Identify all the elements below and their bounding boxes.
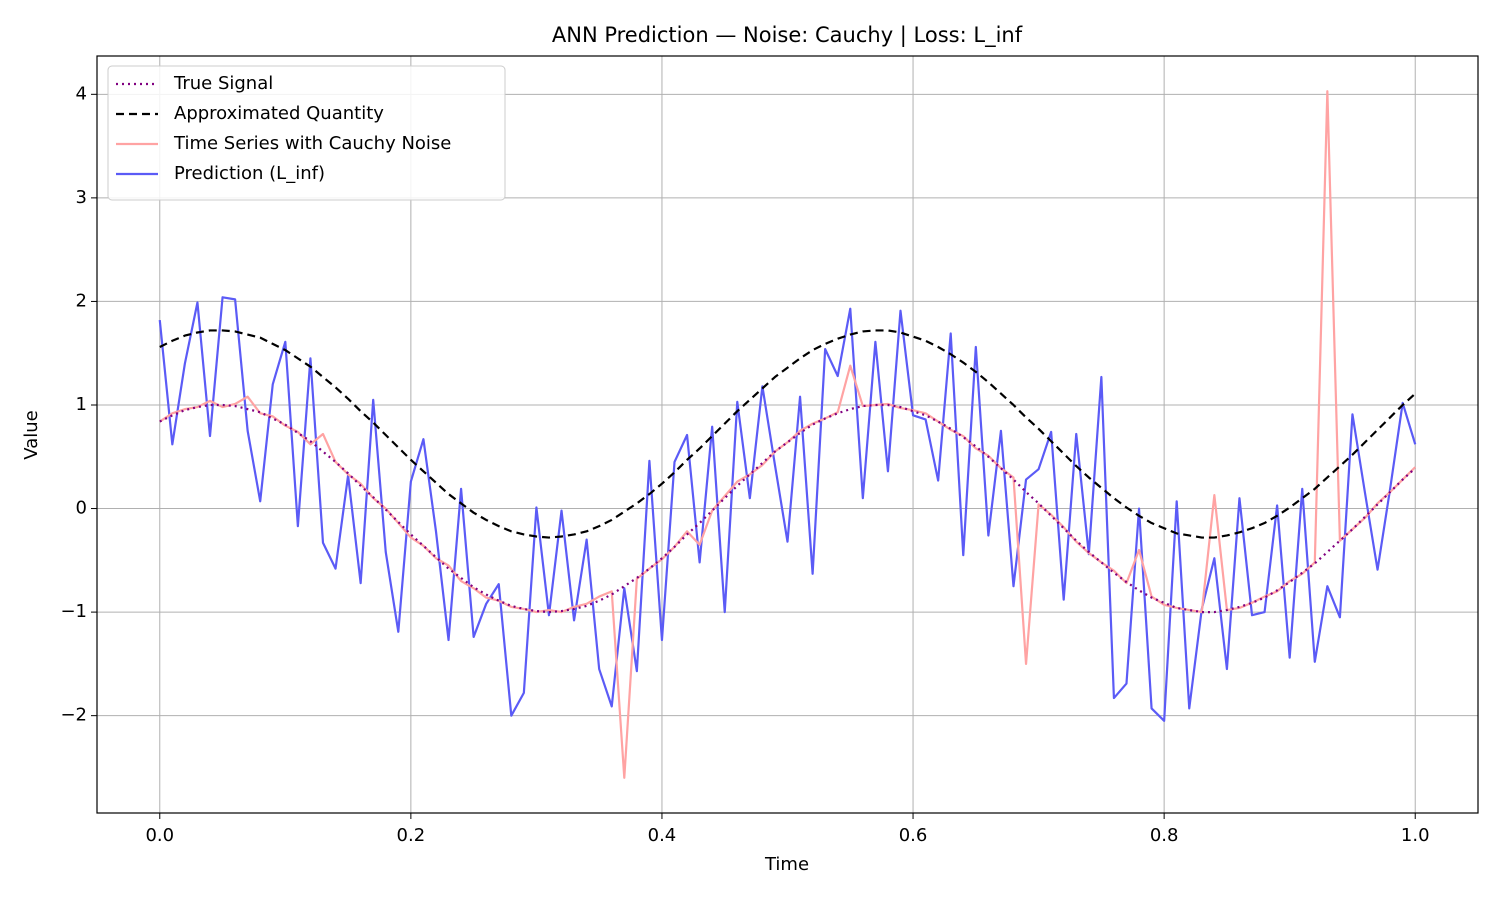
x-axis-label: Time — [764, 854, 809, 875]
x-tick-label: 1.0 — [1401, 825, 1430, 846]
x-tick-label: 0.8 — [1150, 825, 1179, 846]
y-tick-label: −2 — [60, 705, 87, 726]
x-tick-label: 0.0 — [145, 825, 174, 846]
y-tick-label: 4 — [76, 83, 87, 104]
legend-label: Time Series with Cauchy Noise — [173, 133, 451, 154]
series-line — [159, 403, 1416, 614]
y-tick-label: 2 — [76, 290, 87, 311]
x-tick-label: 0.4 — [648, 825, 677, 846]
y-tick-label: 1 — [76, 394, 87, 415]
legend: True Signal Approximated Quantity Time Ser… — [107, 65, 506, 201]
legend-label: Approximated Quantity — [174, 103, 384, 124]
plot-frame — [96, 55, 1479, 814]
legend-label: True Signal — [173, 73, 273, 94]
y-tick-label: 3 — [76, 187, 87, 208]
x-tick-label: 0.2 — [397, 825, 426, 846]
y-tick-label: −1 — [60, 601, 87, 622]
x-tick-label: 0.6 — [899, 825, 928, 846]
y-axis-label: Value — [21, 410, 42, 459]
legend-label: Prediction (L_inf) — [174, 163, 325, 184]
legend-box — [107, 65, 506, 201]
series-line — [159, 329, 1416, 539]
series-line — [158, 296, 1417, 722]
y-tick-label: 0 — [76, 498, 87, 519]
chart-title: ANN Prediction — Noise: Cauchy | Loss: L… — [552, 23, 1023, 48]
